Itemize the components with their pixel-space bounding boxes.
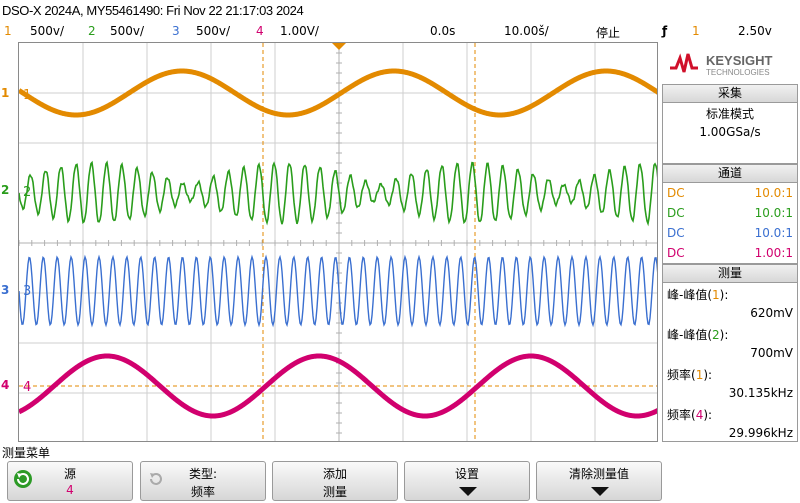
horizontal-delay[interactable]: 0.0s <box>430 24 456 38</box>
measurement-channel: 4 <box>695 408 704 422</box>
ch1-ground-marker[interactable]: 1 <box>1 86 10 100</box>
ch2-trace <box>19 160 657 227</box>
ch2-number[interactable]: 2 <box>88 24 96 38</box>
ch1-trace <box>19 68 657 118</box>
coupling: DC <box>667 246 685 260</box>
softkey-add-measurement[interactable]: 添加 测量 <box>272 461 398 501</box>
channel-row-1[interactable]: DC 10.0:1 <box>663 183 797 203</box>
channel-row-3[interactable]: DC 10.0:1 <box>663 223 797 243</box>
softkey-source-label: 源 <box>63 467 76 481</box>
ch4-number[interactable]: 4 <box>256 24 264 38</box>
probe-ratio: 10.0:1 <box>754 206 793 220</box>
ch3-trace-label: 3 <box>23 284 31 299</box>
title-bar: DSO-X 2024A, MY55461490: Fri Nov 22 21:1… <box>0 0 800 22</box>
ch4-scale[interactable]: 1.00V/ <box>280 24 319 38</box>
ch2-ground-marker[interactable]: 2 <box>1 183 10 197</box>
softkey-type[interactable]: 类型: 频率 <box>140 461 266 501</box>
measurement-value: 29.996kHz <box>728 426 793 440</box>
measurement-value: 30.135kHz <box>728 386 793 400</box>
trigger-slope-icon: ƒ <box>662 24 668 38</box>
ch1-scale[interactable]: 500ⅴ/ <box>30 24 65 38</box>
keysight-logo: KEYSIGHT TECHNOLOGIES <box>662 44 798 80</box>
acquire-box[interactable]: 采集 标准模式 1.00GSa/s <box>662 84 798 164</box>
ch1-trace-label: 1 <box>23 88 31 103</box>
measurement-value-4: 29.996kHz <box>663 423 797 443</box>
ch4-trace-label: 4 <box>23 380 31 395</box>
softkey-type-label: 类型: <box>188 467 218 481</box>
coupling: DC <box>667 226 685 240</box>
measure-box[interactable]: 测量 峰-峰值(1): 620mV 峰-峰值(2): 700mV 频率(1): 30.13… <box>662 264 798 442</box>
ch3-number[interactable]: 3 <box>172 24 180 38</box>
ch2-scale[interactable]: 500ⅴ/ <box>110 24 145 38</box>
ch3-trace <box>19 254 657 328</box>
measurement-name-1: 峰-峰值(1): <box>663 283 797 303</box>
measurement-close: ): <box>719 288 729 302</box>
logo-sub: TECHNOLOGIES <box>706 68 770 77</box>
probe-ratio: 10.0:1 <box>754 226 793 240</box>
softkey-add-label: 添加 <box>322 467 347 481</box>
softkey-type-value: 频率 <box>190 485 215 499</box>
trigger-level[interactable]: 2.50ⅴ <box>738 24 772 38</box>
timebase[interactable]: 10.00š/ <box>504 24 549 38</box>
channels-header: 通道 <box>663 165 797 183</box>
softkey-source[interactable]: 源 4 <box>7 461 133 501</box>
measurement-channel: 1 <box>712 288 720 302</box>
ch4-trace <box>19 353 657 419</box>
measurement-value-3: 30.135kHz <box>663 383 797 403</box>
ch1-number[interactable]: 1 <box>4 24 12 38</box>
trigger-source[interactable]: 1 <box>692 24 700 38</box>
channel-row-4[interactable]: DC 1.00:1 <box>663 243 797 263</box>
acquire-header: 采集 <box>663 85 797 103</box>
acquire-rate: 1.00GSa/s <box>699 125 761 139</box>
run-state[interactable]: 停止 <box>596 26 621 40</box>
measurement-value: 700mV <box>750 346 793 360</box>
measurement-name-3: 频率(1): <box>663 363 797 383</box>
measurement-type: 频率( <box>667 408 696 422</box>
waveform-display[interactable]: 1 2 3 4 <box>18 42 658 442</box>
submenu-arrow-icon <box>591 487 609 496</box>
side-panel: KEYSIGHT TECHNOLOGIES 采集 标准模式 1.00GSa/s … <box>660 42 800 442</box>
coupling: DC <box>667 206 685 220</box>
status-bar: 1 500ⅴ/ 2 500ⅴ/ 3 500ⅴ/ 4 1.00V/ 0.0s 10… <box>0 22 800 42</box>
ch3-scale[interactable]: 500ⅴ/ <box>196 24 231 38</box>
logo-area: KEYSIGHT TECHNOLOGIES <box>662 42 798 84</box>
ch4-ground-marker[interactable]: 4 <box>1 378 10 392</box>
menu-title: 测量菜单 <box>2 446 51 460</box>
measurement-value: 620mV <box>750 306 793 320</box>
trigger-position-icon <box>332 43 346 50</box>
refresh-icon <box>150 473 162 485</box>
softkey-clear-label: 清除测量值 <box>568 467 629 481</box>
measurement-type: 峰-峰值( <box>667 328 713 342</box>
probe-ratio: 1.00:1 <box>754 246 793 260</box>
measurement-name-4: 频率(4): <box>663 403 797 423</box>
submenu-arrow-icon <box>459 487 477 496</box>
measurement-value-1: 620mV <box>663 303 797 323</box>
measurement-type: 峰-峰值( <box>667 288 713 302</box>
channel-row-2[interactable]: DC 10.0:1 <box>663 203 797 223</box>
ch3-ground-marker[interactable]: 3 <box>1 283 10 297</box>
measurement-name-2: 峰-峰值(2): <box>663 323 797 343</box>
logo-brand: KEYSIGHT <box>706 53 773 68</box>
scope-title: DSO-X 2024A, MY55461490: Fri Nov 22 21:1… <box>2 3 304 18</box>
softkey-clear-measurements[interactable]: 清除测量值 <box>536 461 662 501</box>
measurement-type: 频率( <box>667 368 696 382</box>
probe-ratio: 10.0:1 <box>754 186 793 200</box>
measure-header: 测量 <box>663 265 797 283</box>
measurement-value-2: 700mV <box>663 343 797 363</box>
coupling: DC <box>667 186 685 200</box>
measurement-close: ): <box>703 408 713 422</box>
refresh-icon <box>14 470 32 488</box>
ch2-trace-label: 2 <box>23 185 31 200</box>
measurement-channel: 1 <box>695 368 704 382</box>
measurement-close: ): <box>719 328 729 342</box>
measurement-close: ): <box>703 368 713 382</box>
softkey-settings-label: 设置 <box>454 467 479 481</box>
acquire-mode: 标准模式 <box>705 107 754 121</box>
measurement-channel: 2 <box>712 328 720 342</box>
softkey-source-value: 4 <box>66 483 74 497</box>
softkey-add-sub: 测量 <box>322 485 347 499</box>
softkey-settings[interactable]: 设置 <box>404 461 530 501</box>
channels-box[interactable]: 通道 DC 10.0:1 DC 10.0:1 DC 10.0:1 DC 1.00:1 <box>662 164 798 264</box>
waveform-svg: 1 2 3 4 <box>19 43 657 441</box>
